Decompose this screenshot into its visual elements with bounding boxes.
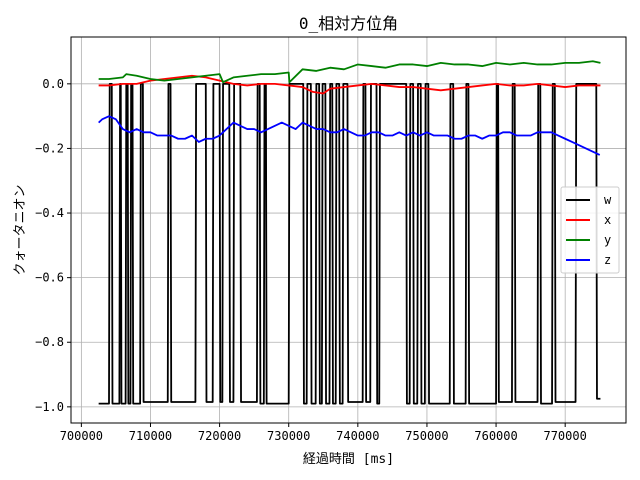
x-tick-label-2: 720000 bbox=[198, 429, 241, 443]
x-tick-label-0: 700000 bbox=[60, 429, 103, 443]
y-tick-label-0: 0.0 bbox=[42, 77, 64, 91]
y-axis-ticks: 0.0 −0.2 −0.4 −0.6 −0.8 −1.0 bbox=[35, 77, 71, 414]
series-group bbox=[98, 60, 601, 405]
x-tick-label-3: 730000 bbox=[267, 429, 310, 443]
x-tick-label-6: 760000 bbox=[474, 429, 517, 443]
chart-title: 0_相対方位角 bbox=[299, 14, 398, 33]
y-tick-label-1: −0.2 bbox=[35, 141, 64, 155]
x-tick-label-5: 750000 bbox=[405, 429, 448, 443]
y-tick-label-5: −1.0 bbox=[35, 400, 64, 414]
series-line-w bbox=[98, 82, 601, 405]
x-tick-label-4: 740000 bbox=[336, 429, 379, 443]
y-tick-label-2: −0.4 bbox=[35, 206, 64, 220]
legend-label-y: y bbox=[604, 233, 611, 247]
y-tick-label-4: −0.8 bbox=[35, 335, 64, 349]
legend-label-w: w bbox=[604, 193, 612, 207]
x-axis-label: 経過時間 [ms] bbox=[303, 452, 394, 467]
legend-label-x: x bbox=[604, 213, 611, 227]
legend-label-z: z bbox=[604, 253, 611, 267]
y-tick-label-3: −0.6 bbox=[35, 271, 64, 285]
series-line-x bbox=[98, 74, 601, 95]
series-line-z bbox=[98, 115, 601, 156]
y-axis-label: クォータニオン bbox=[13, 184, 28, 275]
x-tick-label-1: 710000 bbox=[129, 429, 172, 443]
series-line-y bbox=[98, 60, 601, 84]
plot-area-frame bbox=[70, 36, 627, 424]
legend-box bbox=[560, 186, 620, 274]
x-axis-ticks: 700000 710000 720000 730000 740000 750000 7600… bbox=[60, 423, 587, 443]
x-tick-label-7: 770000 bbox=[543, 429, 586, 443]
